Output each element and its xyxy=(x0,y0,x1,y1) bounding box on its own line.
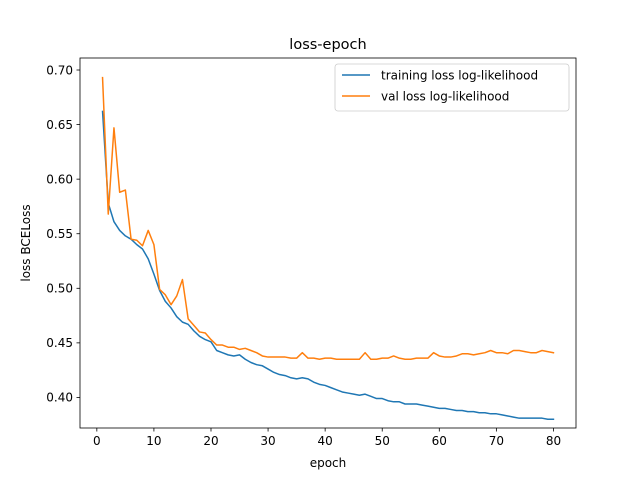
y-tick-label: 0.45 xyxy=(46,336,73,350)
y-axis-label: loss BCELoss xyxy=(19,204,33,281)
plot-frame xyxy=(79,57,577,429)
x-tick-label: 80 xyxy=(546,434,561,448)
x-tick-label: 30 xyxy=(260,434,275,448)
x-tick-label: 20 xyxy=(203,434,218,448)
legend: training loss log-likelihood val loss log… xyxy=(334,63,570,112)
tick-layer: 0 10 20 30 40 50 60 70 80 0.40 0.45 0.50 0.55 0.60 0.6… xyxy=(46,63,561,448)
y-tick-label: 0.60 xyxy=(46,172,73,186)
y-tick-label: 0.70 xyxy=(46,63,73,77)
legend-box xyxy=(334,63,570,112)
chart-title: loss-epoch xyxy=(289,37,366,53)
x-tick-label: 0 xyxy=(93,434,101,448)
y-tick-label: 0.40 xyxy=(46,391,73,405)
x-tick-label: 70 xyxy=(489,434,504,448)
y-tick-label: 0.55 xyxy=(46,227,73,241)
legend-label-1: training loss log-likelihood xyxy=(381,68,538,82)
y-tick-label: 0.50 xyxy=(46,282,73,296)
series-layer xyxy=(101,76,555,421)
series-line-1 xyxy=(101,110,555,421)
x-tick-label: 10 xyxy=(146,434,161,448)
x-tick-label: 40 xyxy=(318,434,333,448)
series-line-2 xyxy=(101,76,555,360)
legend-label-2: val loss log-likelihood xyxy=(381,89,509,103)
y-tick-label: 0.65 xyxy=(46,118,73,132)
x-axis-label: epoch xyxy=(310,456,347,470)
x-tick-label: 50 xyxy=(375,434,390,448)
x-tick-label: 60 xyxy=(432,434,447,448)
